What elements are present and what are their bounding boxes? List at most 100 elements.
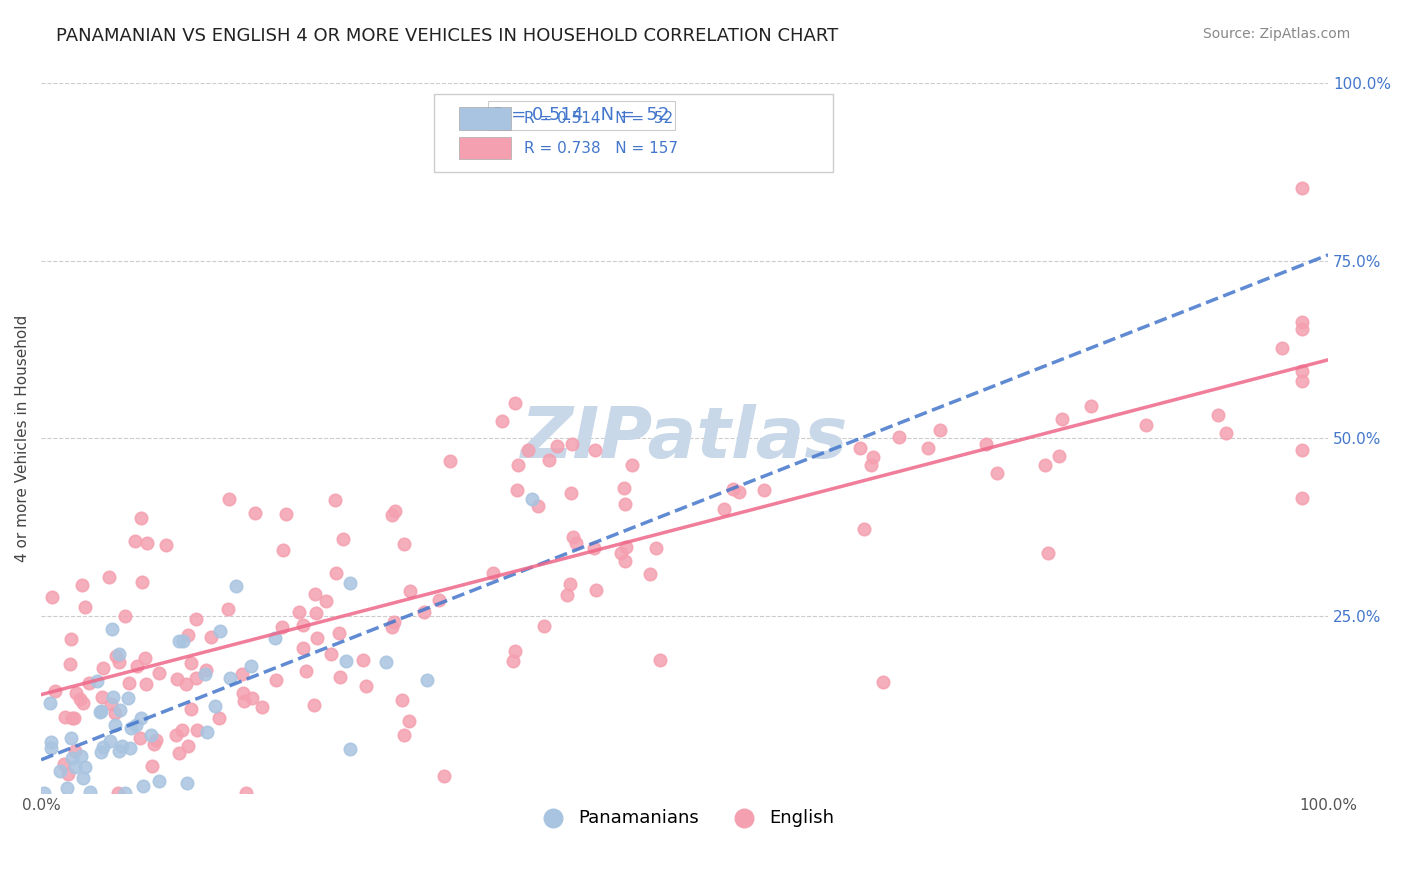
Point bbox=[291, 618, 314, 632]
Point bbox=[100, 622, 122, 636]
Point bbox=[583, 541, 606, 555]
Point bbox=[1291, 180, 1313, 194]
Point bbox=[332, 532, 354, 546]
Point bbox=[561, 437, 583, 451]
Point bbox=[848, 441, 870, 455]
Point bbox=[186, 723, 208, 737]
Point bbox=[287, 605, 309, 619]
Point bbox=[374, 655, 396, 669]
Point bbox=[39, 741, 62, 756]
Point bbox=[325, 566, 347, 581]
Point bbox=[305, 606, 328, 620]
Point bbox=[381, 508, 404, 522]
Point bbox=[104, 718, 127, 732]
Point bbox=[398, 583, 420, 598]
Point bbox=[53, 710, 76, 724]
Point bbox=[752, 483, 775, 498]
Point bbox=[72, 696, 94, 710]
Point bbox=[218, 491, 240, 506]
Point bbox=[70, 749, 93, 764]
Y-axis label: 4 or more Vehicles in Household: 4 or more Vehicles in Household bbox=[15, 315, 30, 562]
Point bbox=[538, 453, 561, 467]
Point bbox=[329, 670, 352, 684]
Point bbox=[136, 536, 159, 550]
Point bbox=[506, 483, 529, 497]
Bar bbox=[460, 136, 510, 160]
Point bbox=[713, 502, 735, 516]
Point bbox=[208, 710, 231, 724]
Point bbox=[143, 737, 166, 751]
Point bbox=[167, 746, 190, 760]
Point bbox=[125, 718, 148, 732]
Point bbox=[645, 541, 668, 555]
Point bbox=[132, 779, 155, 793]
Point bbox=[165, 728, 187, 742]
Point bbox=[90, 704, 112, 718]
Point bbox=[73, 600, 96, 615]
Point bbox=[131, 575, 153, 590]
FancyBboxPatch shape bbox=[433, 94, 832, 172]
Point bbox=[148, 665, 170, 680]
Point bbox=[613, 481, 636, 495]
Point bbox=[120, 721, 142, 735]
Point bbox=[108, 703, 131, 717]
Point bbox=[557, 588, 579, 602]
Point bbox=[533, 619, 555, 633]
Point bbox=[235, 786, 257, 800]
Point bbox=[208, 624, 231, 639]
Point bbox=[52, 757, 75, 772]
Point bbox=[264, 632, 287, 646]
Point bbox=[240, 691, 263, 706]
Point bbox=[55, 780, 77, 795]
Point bbox=[1047, 450, 1070, 464]
Point bbox=[91, 740, 114, 755]
Point bbox=[114, 786, 136, 800]
Point bbox=[124, 534, 146, 549]
Point bbox=[291, 640, 314, 655]
Point bbox=[1208, 408, 1230, 422]
Point bbox=[384, 615, 406, 629]
Point bbox=[148, 773, 170, 788]
Point bbox=[1291, 322, 1313, 336]
Point bbox=[101, 690, 124, 704]
Point bbox=[1050, 412, 1073, 426]
Point bbox=[302, 698, 325, 712]
Point bbox=[127, 659, 149, 673]
Point bbox=[65, 686, 87, 700]
Point bbox=[217, 602, 239, 616]
Point bbox=[614, 497, 637, 511]
Point bbox=[111, 739, 134, 753]
Point bbox=[339, 576, 361, 591]
Point bbox=[527, 500, 550, 514]
Point bbox=[384, 503, 406, 517]
Point bbox=[614, 541, 637, 555]
Point bbox=[986, 467, 1008, 481]
Point bbox=[508, 458, 530, 472]
Point bbox=[97, 570, 120, 584]
Point bbox=[167, 634, 190, 648]
Point bbox=[60, 751, 83, 765]
Text: Source: ZipAtlas.com: Source: ZipAtlas.com bbox=[1202, 27, 1350, 41]
Point bbox=[381, 620, 404, 634]
Point bbox=[174, 677, 197, 691]
Point bbox=[352, 653, 374, 667]
Text: PANAMANIAN VS ENGLISH 4 OR MORE VEHICLES IN HOUSEHOLD CORRELATION CHART: PANAMANIAN VS ENGLISH 4 OR MORE VEHICLES… bbox=[56, 27, 838, 45]
Point bbox=[585, 583, 607, 598]
Point bbox=[134, 651, 156, 665]
Point bbox=[184, 612, 207, 626]
Point bbox=[321, 647, 343, 661]
Point bbox=[648, 653, 671, 667]
Point bbox=[621, 458, 644, 473]
Point bbox=[176, 775, 198, 789]
Point bbox=[232, 686, 254, 700]
Point bbox=[145, 732, 167, 747]
Point bbox=[565, 536, 588, 550]
Point bbox=[231, 667, 253, 681]
Point bbox=[129, 711, 152, 725]
Point bbox=[583, 443, 606, 458]
Point bbox=[613, 554, 636, 568]
Point bbox=[516, 442, 538, 457]
Point bbox=[107, 744, 129, 758]
Point bbox=[264, 673, 287, 688]
Point bbox=[172, 634, 194, 648]
